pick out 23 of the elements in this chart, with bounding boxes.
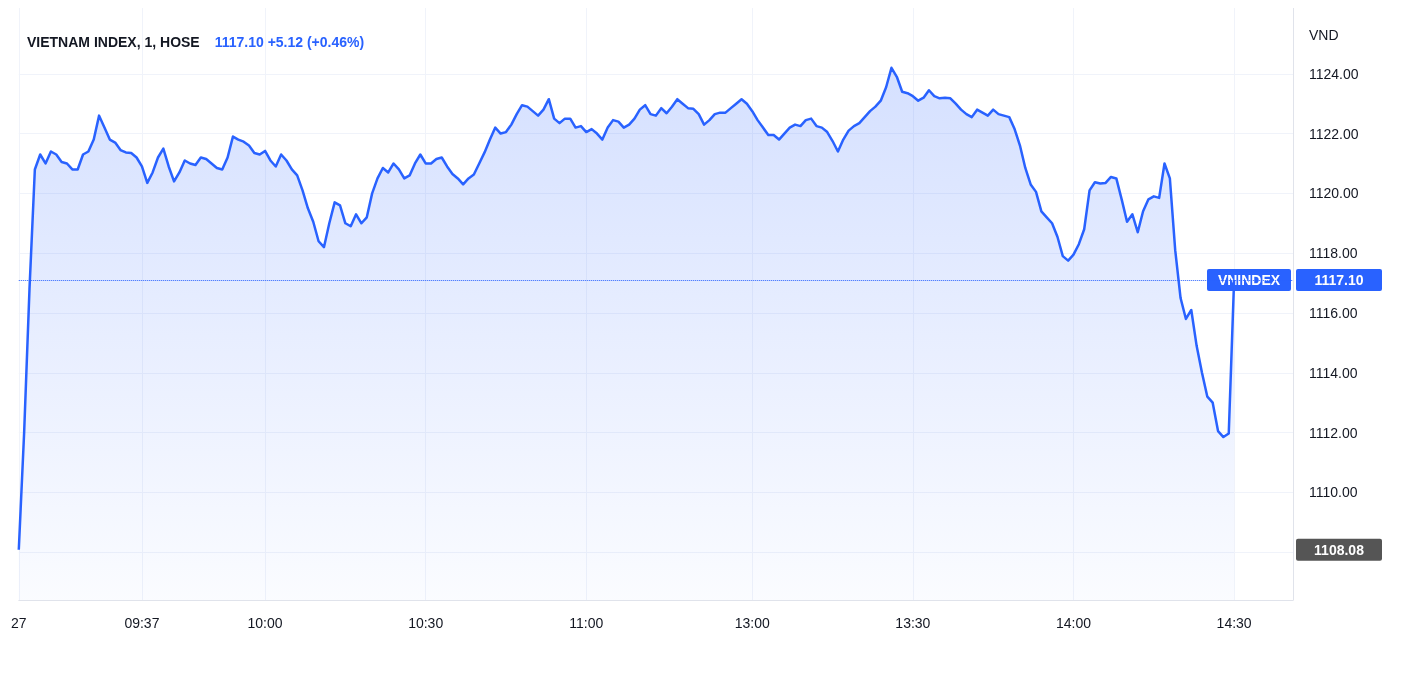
- text: 1108.08: [1314, 541, 1365, 558]
- text: 1117.10 +5.12 (+0.46%): [214, 34, 365, 50]
- y-tick-label: 1114.00: [1309, 364, 1358, 381]
- y-axis-title: VND: [1309, 27, 1339, 43]
- x-tick-label: 09:37: [124, 615, 160, 631]
- ref-line-label: VNINDEX: [1217, 272, 1281, 289]
- x-tick-label: 11:00: [569, 615, 604, 631]
- y-tick-label: 1122.00: [1309, 125, 1359, 142]
- x-tick-label: 10:30: [408, 615, 444, 631]
- x-tick-label: 14:00: [1055, 615, 1092, 631]
- x-tick-label: 13:00: [734, 615, 770, 631]
- y-tick-label: 1116.00: [1309, 304, 1358, 321]
- y-tick-label: 1120.00: [1309, 185, 1359, 202]
- y-tick-label: 1112.00: [1309, 424, 1358, 441]
- text: 1117.10: [1314, 272, 1364, 289]
- y-tick-label: 1118.00: [1309, 245, 1358, 262]
- y-tick-label: 1110.00: [1309, 484, 1358, 501]
- y-tick-label: 1124.00: [1309, 65, 1359, 82]
- x-tick-label: 27: [11, 615, 27, 631]
- x-tick-label: 14:30: [1216, 615, 1252, 631]
- x-tick-label: 10:00: [247, 615, 283, 631]
- text: VIETNAM INDEX, 1, HOSE: [27, 34, 200, 50]
- x-tick-label: 13:30: [895, 615, 931, 631]
